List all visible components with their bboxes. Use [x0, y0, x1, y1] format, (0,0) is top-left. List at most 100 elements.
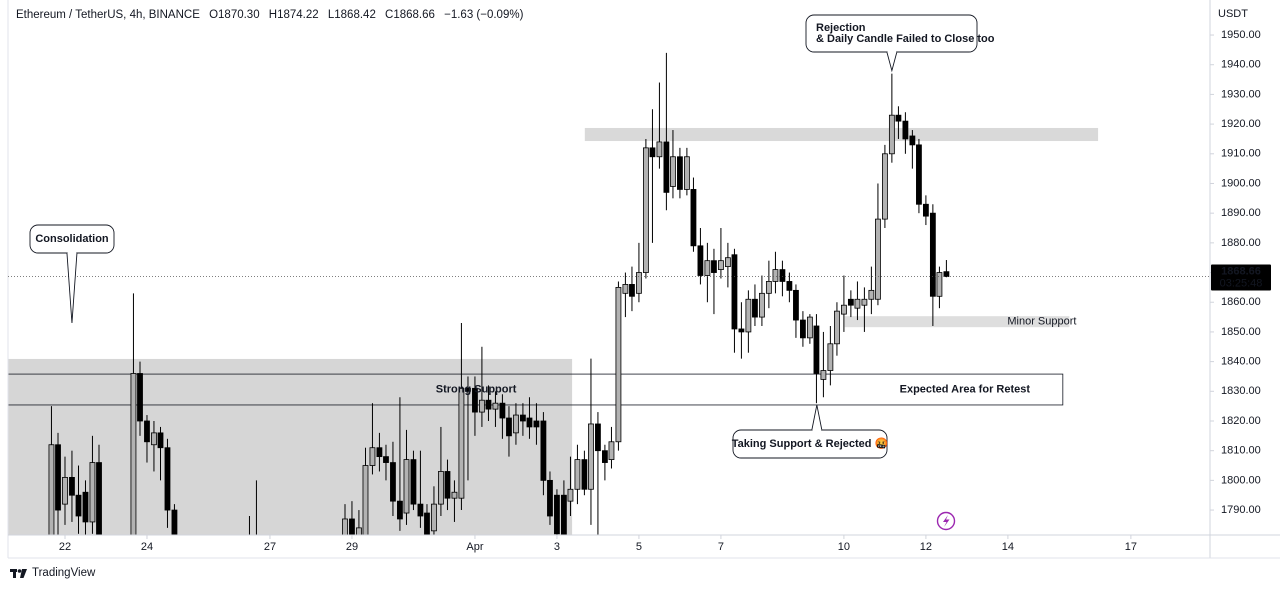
candle-body: [485, 399, 492, 410]
candle-body: [567, 488, 574, 502]
callout-pointer: [66, 252, 78, 324]
candle-body: [711, 260, 717, 273]
y-tick-label: 1790.00: [1221, 504, 1261, 516]
callout-text: & Daily Candle Failed to Close too: [816, 33, 995, 45]
candle-body: [806, 316, 813, 339]
candle-body: [438, 471, 444, 505]
candle-body: [561, 494, 567, 535]
candle-body: [834, 310, 840, 345]
candle-body: [376, 447, 383, 458]
candle-body: [533, 420, 540, 428]
candle-body: [383, 456, 389, 463]
candle-body: [759, 292, 765, 318]
plot-area: [8, 52, 1099, 535]
currency-label: USDT: [1218, 8, 1248, 20]
candle-body: [581, 459, 588, 490]
candle-body: [390, 462, 396, 502]
candle-body: [444, 471, 451, 499]
candle-body: [922, 203, 929, 217]
candle-body: [397, 500, 403, 520]
candle-body: [362, 465, 369, 535]
candle-body: [608, 441, 615, 460]
candle-body: [902, 120, 909, 140]
candle-body: [909, 135, 916, 146]
candle-body: [731, 254, 738, 330]
candle-body: [82, 491, 89, 523]
callout-box: [732, 429, 888, 459]
candle-body: [677, 156, 683, 190]
candle-body: [847, 298, 854, 306]
candle-body: [520, 414, 526, 422]
candle-body: [704, 260, 711, 276]
y-tick-label: 1890.00: [1221, 207, 1261, 219]
low-value: L1868.42: [327, 9, 376, 21]
candle-body: [690, 189, 697, 247]
callout-text: Consolidation: [35, 233, 109, 245]
candle-body: [772, 269, 779, 282]
candle-body: [765, 281, 772, 294]
y-tick-label: 1810.00: [1221, 445, 1261, 457]
y-tick-label: 1930.00: [1221, 88, 1261, 100]
candle-body: [793, 289, 799, 321]
x-tick-label: Apr: [466, 541, 483, 553]
candle-body: [588, 423, 594, 490]
candle-body: [499, 402, 506, 419]
zone: [8, 373, 1064, 406]
candle-body: [506, 417, 512, 437]
x-tick-label: 29: [346, 541, 358, 553]
candle-body: [369, 447, 376, 466]
candle-body: [752, 298, 758, 318]
candle-body: [629, 284, 635, 297]
candle-body: [943, 271, 950, 277]
x-tick-label: 27: [264, 541, 276, 553]
close-value: C1868.66: [385, 9, 435, 21]
y-tick-label: 1820.00: [1221, 415, 1261, 427]
candle-body: [137, 373, 143, 422]
y-tick-label: 1940.00: [1221, 59, 1261, 71]
candle-body: [458, 387, 465, 499]
candle-body: [882, 153, 888, 220]
y-tick-label: 1850.00: [1221, 326, 1261, 338]
y-tick-label: 1860.00: [1221, 296, 1261, 308]
candle-body: [62, 477, 68, 505]
y-tick-label: 1880.00: [1221, 237, 1261, 249]
x-tick-label: 12: [920, 541, 932, 553]
y-tick-label: 1920.00: [1221, 118, 1261, 130]
candle-body: [642, 147, 649, 273]
candle-body: [724, 257, 731, 268]
candle-body: [451, 491, 458, 499]
candle-body: [151, 432, 157, 446]
callout-text: Taking Support & Rejected 🤬: [732, 437, 889, 450]
candle-body: [526, 417, 533, 428]
candle-body: [697, 245, 704, 276]
candle-body: [342, 518, 348, 535]
candle-body: [431, 503, 437, 532]
candle-body: [875, 218, 881, 300]
last-price-tag: [1211, 264, 1271, 291]
callout-pointer: [886, 51, 898, 73]
countdown-label: 03:25:48: [1220, 277, 1263, 289]
candle-body: [513, 414, 519, 434]
candle-body: [410, 459, 417, 505]
candle-body: [356, 527, 362, 535]
candle-body: [602, 450, 608, 463]
candle-body: [554, 494, 560, 535]
candle-body: [868, 289, 875, 300]
candle-body: [171, 509, 178, 535]
last-price-label: 1868.66: [1221, 265, 1261, 277]
candle-body: [861, 298, 868, 306]
zone: [8, 358, 573, 535]
y-tick-label: 1840.00: [1221, 356, 1261, 368]
zone-label: Minor Support: [1007, 316, 1076, 328]
candle-body: [130, 373, 137, 535]
x-tick-label: 7: [718, 541, 724, 553]
candle-body: [636, 272, 642, 294]
legend: Ethereum / TetherUS, 4h, BINANCE O1870.3…: [16, 9, 529, 21]
candle-body: [827, 343, 834, 371]
candle-body: [800, 319, 806, 339]
candle-body: [916, 144, 922, 205]
y-tick-label: 1910.00: [1221, 148, 1261, 160]
high-value: H1874.22: [268, 9, 319, 21]
zone-label: Expected Area for Retest: [900, 383, 1031, 395]
